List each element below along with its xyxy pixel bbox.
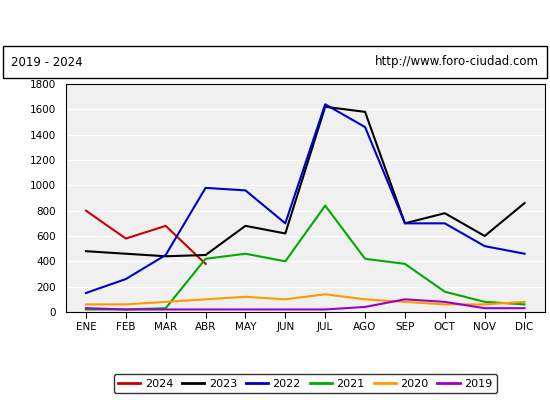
Text: Evolucion Nº Turistas Nacionales en el municipio de Mombeltán: Evolucion Nº Turistas Nacionales en el m… [12,16,538,32]
Text: 2019 - 2024: 2019 - 2024 [11,56,82,68]
Legend: 2024, 2023, 2022, 2021, 2020, 2019: 2024, 2023, 2022, 2021, 2020, 2019 [114,374,497,393]
Text: http://www.foro-ciudad.com: http://www.foro-ciudad.com [375,56,539,68]
